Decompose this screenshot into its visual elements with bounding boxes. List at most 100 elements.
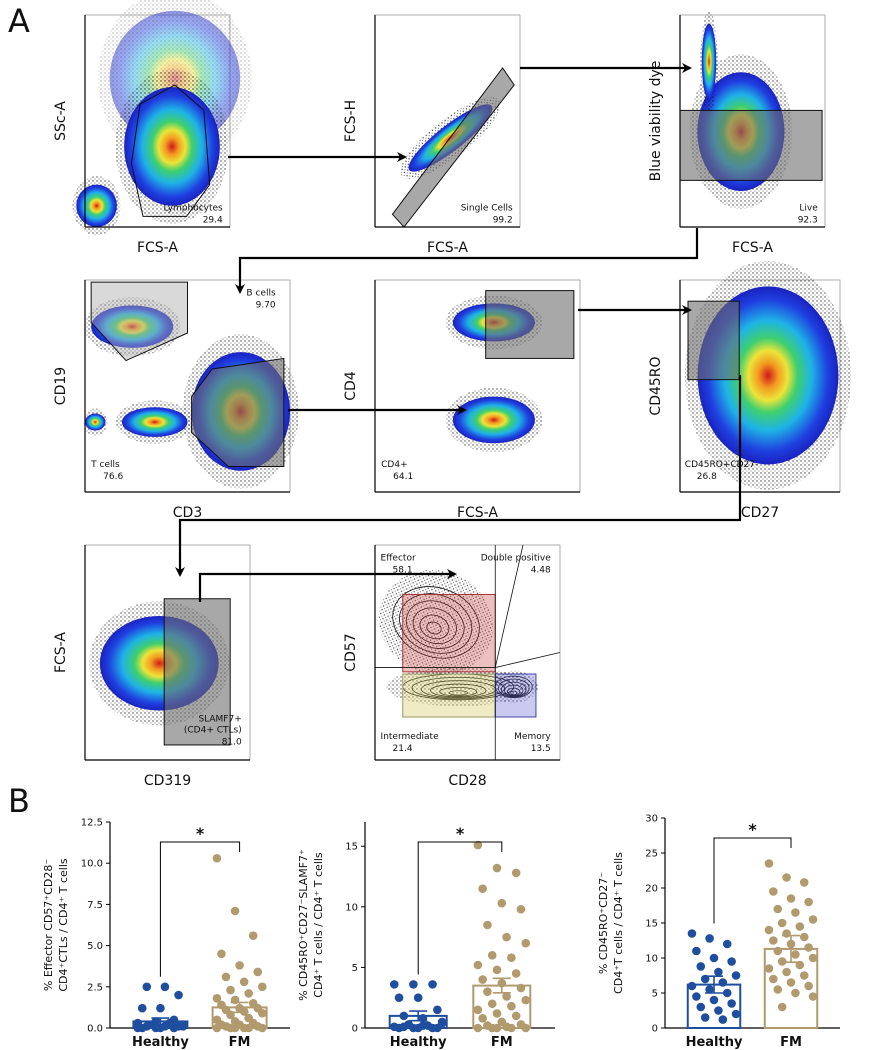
data-point <box>777 1002 787 1012</box>
y-axis-label: FCS-H <box>343 100 359 142</box>
data-point <box>492 1023 502 1033</box>
data-point <box>714 1006 723 1015</box>
data-point <box>808 915 818 924</box>
gate-name: T cells <box>90 460 120 470</box>
gate-name: Double positive <box>481 553 552 563</box>
y-tick-label: 15 <box>345 842 358 853</box>
bar-chart: 0 5 10 15 % CD45RO⁺CD27⁻SLAMF7⁺ CD4⁺ T cells … <box>297 822 555 1050</box>
arrow <box>175 375 742 577</box>
data-point <box>507 1023 516 1033</box>
significance-label: * <box>748 820 757 839</box>
gate-value: 4.48 <box>531 565 551 575</box>
y-tick-label: 10 <box>345 902 358 913</box>
data-point <box>722 939 732 949</box>
data-point <box>782 967 791 977</box>
gate-value: 29.4 <box>203 216 223 226</box>
data-point <box>516 983 526 993</box>
y-axis-label: CD57 <box>343 633 359 671</box>
data-point <box>497 898 507 908</box>
x-axis-label: FCS-A <box>137 240 178 256</box>
gate-value: 13.5 <box>531 744 551 754</box>
gate <box>191 357 285 468</box>
gate-value: 99.2 <box>493 216 513 226</box>
data-point <box>799 878 809 887</box>
y-tick-label: 0.0 <box>87 1024 103 1035</box>
flow-plot: CD27 CD45RO CD45RO+CD27- 26.8 <box>648 261 852 521</box>
quadrant-line <box>495 652 561 668</box>
y-tick-label: 25 <box>645 849 658 860</box>
x-tick-label: FM <box>780 1035 802 1050</box>
gate-value: 9.70 <box>256 300 276 310</box>
data-point <box>769 936 778 945</box>
density-blob <box>85 413 106 431</box>
y-tick-label: 5 <box>352 963 358 974</box>
y-axis-label: CD4⁺T cells / CD4⁺ T cells <box>612 852 625 994</box>
data-point <box>507 1001 516 1011</box>
data-point <box>473 1023 483 1033</box>
y-axis-label: CD4 <box>343 371 359 401</box>
data-point <box>487 950 497 960</box>
flow-plot: FCS-A Blue viability dye Live 92.3 <box>648 10 826 256</box>
flow-plots: FCS-A SSc-A Lymphocytes 29.4 FCS-A FCS-H Singl… <box>53 0 852 789</box>
y-tick-label: 10.0 <box>81 859 103 870</box>
data-point <box>478 975 487 984</box>
gate-value: 26.8 <box>697 472 717 482</box>
y-tick-label: 10 <box>645 954 658 965</box>
data-point <box>394 993 404 1003</box>
data-point <box>437 1018 447 1028</box>
gate <box>163 598 231 746</box>
data-point <box>773 904 783 914</box>
gate <box>687 300 740 381</box>
contour-line <box>439 687 478 697</box>
panel-label: B <box>8 782 30 820</box>
contour-line <box>399 593 473 654</box>
flow-plot: CD319 FCS-A SLAMF7+(CD4+ CTLs) 81.0 <box>53 544 251 789</box>
data-point <box>786 978 796 987</box>
data-point <box>399 1011 409 1021</box>
gate-value: 64.1 <box>393 472 413 482</box>
data-point <box>705 985 714 994</box>
data-point <box>764 859 774 868</box>
data-point <box>226 985 235 995</box>
data-point <box>399 1022 409 1032</box>
data-point <box>239 977 249 987</box>
contour-line <box>405 600 465 649</box>
data-point <box>511 1011 521 1021</box>
gate-name: SLAMF7+ <box>198 715 241 725</box>
data-point <box>257 1008 267 1018</box>
y-tick-label: 0 <box>352 1024 358 1035</box>
data-point <box>253 967 263 977</box>
data-point <box>714 967 723 977</box>
data-point <box>804 943 813 952</box>
gate <box>130 84 211 217</box>
data-point <box>727 957 736 966</box>
data-point <box>151 1017 161 1026</box>
data-point <box>731 971 741 980</box>
gate-value: 81.0 <box>222 738 242 748</box>
data-point <box>718 978 728 987</box>
bar-charts: 0.0 2.5 5.0 7.5 10.0 12.5 % Effector CD57⁺CD28… <box>42 814 840 1050</box>
flow-plot: FCS-A SSc-A Lymphocytes 29.4 <box>53 0 252 256</box>
data-point <box>521 938 531 948</box>
data-point <box>244 1023 253 1033</box>
data-point <box>511 868 521 878</box>
flow-plot: CD3 CD19 B cells 9.70 T cells 76.6 <box>53 279 299 521</box>
data-point <box>217 949 226 959</box>
contour-line <box>392 586 480 659</box>
density-blob <box>701 23 717 100</box>
data-point <box>521 1023 531 1033</box>
data-point <box>769 887 778 896</box>
y-axis-label: % CD45RO⁺CD27⁻SLAMF7⁺ <box>297 849 310 1001</box>
data-point <box>799 971 809 980</box>
data-point <box>782 929 791 938</box>
significance-label: * <box>456 824 465 843</box>
flow-plot: CD28 CD57 Effector 58.1 Double positive 4.48 I… <box>343 544 561 789</box>
x-tick-label: Healthy <box>686 1035 743 1050</box>
data-point <box>786 894 796 903</box>
gate-name: Effector <box>381 553 416 563</box>
data-point <box>700 1013 710 1022</box>
data-point <box>696 1002 706 1012</box>
y-axis-label: CD4⁺ T cells / CD4⁺ T cells <box>312 852 325 998</box>
y-tick-label: 15 <box>645 919 658 930</box>
